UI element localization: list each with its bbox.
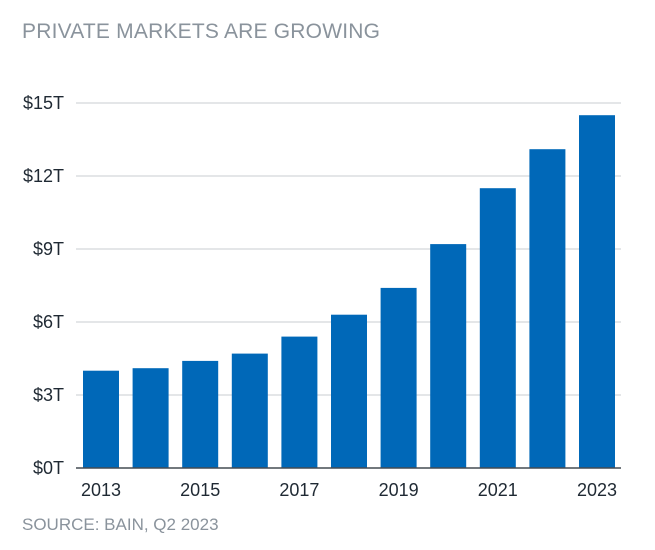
x-axis-tick-labels: 2013 2015 2017 2019 2021 2023 (81, 480, 617, 500)
y-tick-label: $9T (33, 239, 64, 259)
bar-2019 (380, 287, 417, 468)
x-tick-label: 2023 (577, 480, 617, 500)
bar-2016 (231, 353, 268, 468)
bar-2020 (430, 244, 467, 468)
y-tick-label: $0T (33, 458, 64, 478)
bar-2014 (132, 368, 169, 468)
y-tick-label: $12T (23, 166, 64, 186)
bar-2022 (529, 149, 566, 468)
bar-2021 (479, 188, 516, 468)
x-tick-label: 2013 (81, 480, 121, 500)
bar-2023 (579, 115, 615, 468)
y-tick-label: $15T (23, 93, 64, 113)
x-tick-label: 2019 (379, 480, 419, 500)
x-tick-label: 2021 (478, 480, 518, 500)
x-tick-label: 2017 (279, 480, 319, 500)
chart-title: PRIVATE MARKETS ARE GROWING (22, 20, 381, 43)
y-axis-tick-labels: $0T $3T $6T $9T $12T $15T (23, 93, 64, 478)
y-tick-label: $3T (33, 385, 64, 405)
source-note: SOURCE: BAIN, Q2 2023 (22, 515, 219, 534)
bars (83, 115, 615, 468)
bar-2018 (331, 314, 367, 468)
bar-2013 (83, 370, 119, 468)
x-tick-label: 2015 (180, 480, 220, 500)
y-tick-label: $6T (33, 312, 64, 332)
bar-2017 (281, 336, 318, 468)
bar-2015 (182, 360, 219, 468)
